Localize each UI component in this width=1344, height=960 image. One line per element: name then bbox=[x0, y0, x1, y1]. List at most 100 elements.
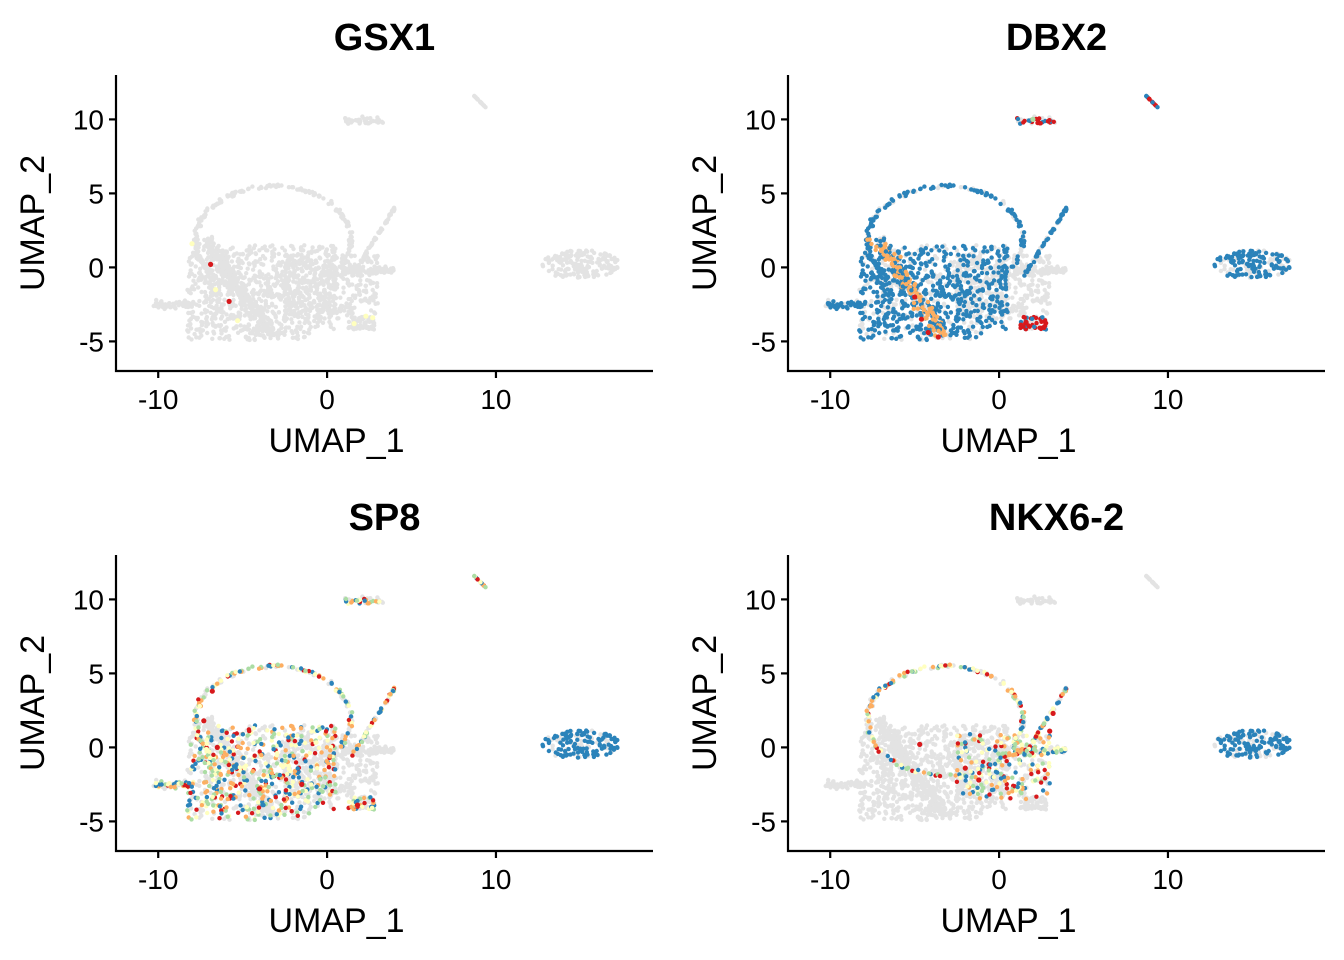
cell-point bbox=[1251, 258, 1256, 264]
cell-point bbox=[1223, 255, 1229, 261]
cell-point bbox=[193, 281, 198, 286]
cell-point bbox=[193, 264, 198, 269]
cell-point bbox=[382, 269, 387, 274]
cell-point bbox=[1021, 120, 1026, 125]
cell-point bbox=[345, 281, 350, 286]
cell-point bbox=[187, 322, 193, 327]
cell-point bbox=[217, 324, 223, 329]
cell-point bbox=[264, 328, 269, 334]
cell-point bbox=[902, 245, 907, 250]
cell-point bbox=[863, 278, 868, 283]
cell-point bbox=[334, 310, 339, 316]
cell-point bbox=[611, 265, 617, 271]
cell-point bbox=[391, 206, 396, 211]
y-tick-label: 0 bbox=[760, 252, 776, 283]
cell-point bbox=[988, 265, 994, 271]
cell-point bbox=[190, 284, 195, 289]
cell-point bbox=[918, 186, 923, 191]
cell-point bbox=[601, 263, 607, 268]
cell-point bbox=[292, 294, 297, 299]
cell-point bbox=[301, 279, 307, 284]
cell-point bbox=[223, 280, 228, 285]
cell-point bbox=[962, 185, 968, 190]
cell-point bbox=[1020, 296, 1025, 302]
cell-point bbox=[223, 328, 228, 333]
cell-point bbox=[196, 245, 201, 250]
cell-point bbox=[955, 325, 960, 331]
cell-point bbox=[1051, 119, 1057, 125]
cell-point bbox=[358, 282, 363, 287]
cell-point bbox=[1276, 272, 1281, 277]
cell-point bbox=[307, 302, 312, 307]
cell-point bbox=[992, 320, 998, 325]
cell-point bbox=[874, 244, 879, 249]
cell-point bbox=[989, 255, 994, 260]
cell-point bbox=[579, 263, 584, 269]
cell-point bbox=[237, 270, 242, 276]
cell-point bbox=[1240, 254, 1245, 259]
cell-point bbox=[347, 230, 353, 235]
cell-point bbox=[290, 320, 295, 325]
cell-point bbox=[1269, 262, 1275, 267]
cell-point bbox=[253, 251, 258, 256]
cell-point bbox=[483, 105, 488, 110]
cell-point bbox=[313, 260, 318, 265]
cell-point bbox=[361, 254, 367, 259]
cell-point bbox=[887, 201, 892, 206]
cell-point bbox=[1020, 234, 1026, 239]
cell-point bbox=[874, 289, 880, 295]
cell-point bbox=[860, 316, 865, 322]
cell-point bbox=[196, 765, 201, 770]
cell-point bbox=[891, 302, 897, 307]
cell-point bbox=[349, 307, 354, 313]
cell-point bbox=[195, 327, 200, 332]
cell-point bbox=[219, 256, 224, 262]
highlight-point bbox=[189, 241, 195, 247]
cell-point bbox=[874, 300, 879, 305]
cell-point bbox=[301, 263, 306, 268]
cell-point bbox=[330, 298, 336, 304]
cell-point bbox=[964, 288, 970, 294]
cell-point bbox=[195, 253, 200, 258]
cell-point bbox=[210, 282, 215, 288]
cell-point bbox=[203, 209, 208, 214]
cell-point bbox=[917, 253, 922, 258]
cell-point bbox=[897, 193, 902, 198]
cell-point bbox=[348, 296, 353, 302]
cell-point bbox=[272, 247, 277, 252]
cell-point bbox=[270, 254, 275, 260]
cell-point bbox=[280, 269, 285, 274]
cell-point bbox=[984, 280, 989, 285]
cell-point bbox=[301, 335, 307, 340]
cell-point bbox=[263, 289, 268, 295]
cell-point bbox=[344, 313, 350, 318]
cell-point bbox=[192, 331, 197, 337]
cell-point bbox=[358, 278, 363, 283]
cell-point bbox=[882, 314, 887, 320]
cell-point bbox=[213, 324, 218, 329]
cell-point bbox=[349, 234, 354, 240]
cell-point bbox=[920, 278, 925, 283]
cell-point bbox=[1015, 254, 1020, 259]
cell-point bbox=[363, 320, 369, 325]
cell-point bbox=[328, 324, 333, 329]
cell-point bbox=[1035, 250, 1041, 255]
cell-point bbox=[985, 324, 990, 330]
cell-point bbox=[299, 299, 305, 305]
cell-point bbox=[323, 290, 328, 295]
cell-point bbox=[368, 116, 373, 121]
cell-point bbox=[929, 296, 934, 301]
x-tick-label: 10 bbox=[1152, 384, 1183, 415]
cell-point bbox=[232, 190, 237, 195]
cell-point bbox=[374, 284, 380, 289]
cell-point bbox=[954, 332, 959, 337]
cell-point bbox=[291, 246, 296, 252]
cell-point bbox=[1247, 270, 1253, 275]
cell-point bbox=[912, 283, 917, 288]
cell-point bbox=[931, 272, 936, 278]
cell-point bbox=[383, 220, 388, 225]
cell-point bbox=[244, 271, 249, 276]
cell-point bbox=[994, 287, 999, 293]
cell-point bbox=[357, 291, 362, 297]
cell-point bbox=[186, 301, 192, 306]
